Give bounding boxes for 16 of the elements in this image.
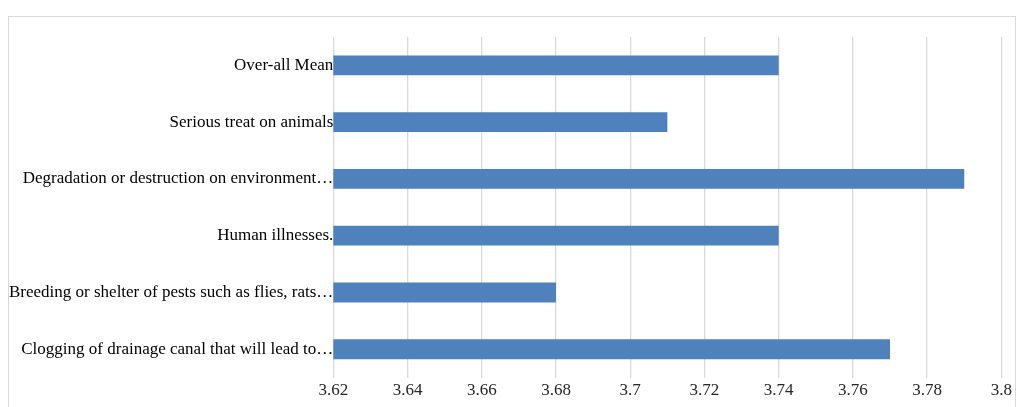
x-tick-label: 3.68 <box>541 380 571 400</box>
x-tick-label: 3.62 <box>318 380 349 400</box>
y-tick-label: Over-all Mean <box>234 54 334 74</box>
x-tick-label: 3.76 <box>838 380 868 400</box>
y-tick-label: Serious treat on animals <box>169 111 334 131</box>
x-tick-label: 3.8 <box>990 380 1012 400</box>
x-tick-label: 3.74 <box>763 380 795 400</box>
y-tick-label: Clogging of drainage canal that will lead to… <box>21 338 334 358</box>
x-tick-label: 3.64 <box>392 380 423 400</box>
y-tick-label: Breeding or shelter of pests such as flies, rats… <box>8 281 334 301</box>
x-tick-label: 3.7 <box>619 380 642 400</box>
x-tick-label: 3.66 <box>466 380 497 400</box>
x-tick-label: 3.78 <box>912 380 943 400</box>
y-tick-label: Degradation or destruction on environment… <box>22 168 334 188</box>
y-tick-label: Human illnesses. <box>217 225 334 245</box>
x-tick-label: 3.72 <box>689 380 720 400</box>
